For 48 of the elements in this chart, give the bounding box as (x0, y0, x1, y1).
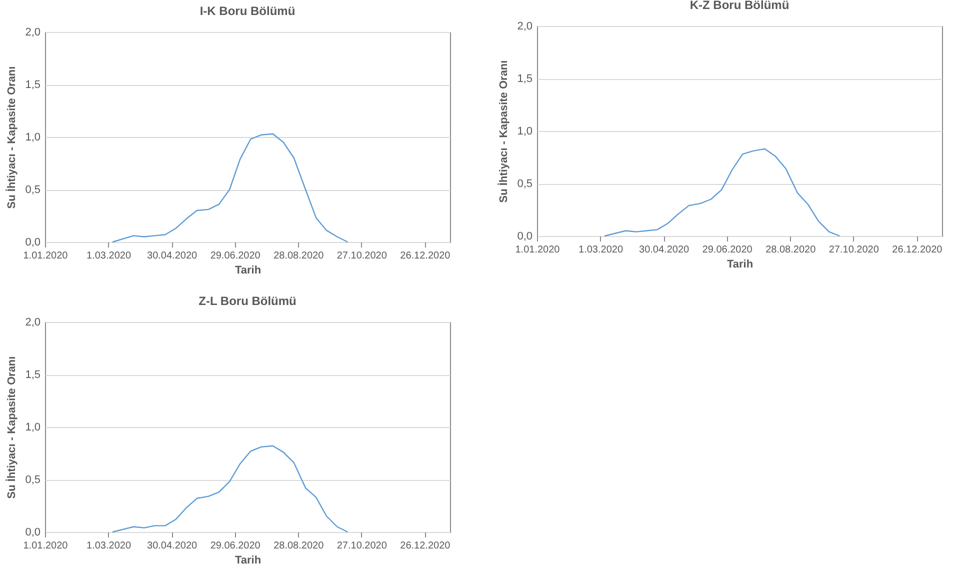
chart-title: I-K Boru Bölümü (200, 4, 296, 18)
y-tick-label: 1,0 (25, 422, 40, 434)
y-axis-title: Su İhtiyacı - Kapasite Oranı (497, 60, 510, 203)
y-tick-label: 1,5 (25, 79, 40, 91)
x-tick-label: 28.08.2020 (274, 250, 324, 262)
x-tick-label: 27.10.2020 (828, 244, 880, 256)
y-tick-label: 0,5 (25, 474, 40, 486)
x-tick-label: 29.06.2020 (210, 540, 261, 552)
line-series (112, 133, 348, 243)
y-tick-label: 0,0 (25, 526, 40, 538)
x-tick-label: 30.04.2020 (639, 244, 690, 256)
y-tick-label: 2,0 (25, 26, 40, 38)
y-tick-label: 0,5 (517, 178, 532, 190)
x-tick-label: 26.12.2020 (400, 540, 451, 552)
y-tick-label: 2,0 (517, 20, 532, 32)
y-tick-label: 2,0 (25, 316, 40, 328)
x-tick-label: 1.01.2020 (23, 540, 68, 552)
line-series (604, 148, 840, 237)
x-tick-label: 1.03.2020 (86, 540, 132, 552)
chart-title: K-Z Boru Bölümü (690, 0, 790, 12)
x-tick-label: 1.01.2020 (23, 250, 68, 262)
y-tick-label: 1,0 (25, 132, 40, 144)
y-tick-label: 1,5 (25, 369, 40, 381)
x-tick-label: 30.04.2020 (147, 250, 198, 262)
x-tick-label: 1.03.2020 (578, 244, 624, 256)
x-tick-label: 26.12.2020 (892, 244, 943, 256)
x-tick-label: 29.06.2020 (210, 250, 261, 262)
x-tick-label: 27.10.2020 (336, 250, 388, 262)
y-tick-label: 0,5 (25, 184, 40, 196)
y-axis-title: Su İhtiyacı - Kapasite Oranı (5, 356, 18, 499)
x-tick-label: 1.01.2020 (515, 244, 560, 256)
x-tick-label: 28.08.2020 (766, 244, 816, 256)
y-axis-title: Su İhtiyacı - Kapasite Oranı (5, 66, 18, 209)
y-tick-label: 0,0 (517, 230, 532, 242)
y-tick-label: 0,0 (25, 236, 40, 248)
x-axis-title: Tarih (234, 264, 262, 276)
x-tick-label: 30.04.2020 (147, 540, 198, 552)
x-tick-label: 28.08.2020 (274, 540, 324, 552)
chart-title: Z-L Boru Bölümü (198, 294, 296, 308)
line-series (112, 445, 348, 533)
y-tick-label: 1,5 (517, 73, 532, 85)
x-tick-label: 26.12.2020 (400, 250, 451, 262)
x-axis-title: Tarih (234, 554, 262, 566)
y-tick-label: 1,0 (517, 126, 532, 138)
x-tick-label: 27.10.2020 (336, 540, 388, 552)
x-tick-label: 29.06.2020 (702, 244, 753, 256)
x-tick-label: 1.03.2020 (86, 250, 132, 262)
x-axis-title: Tarih (726, 258, 754, 270)
